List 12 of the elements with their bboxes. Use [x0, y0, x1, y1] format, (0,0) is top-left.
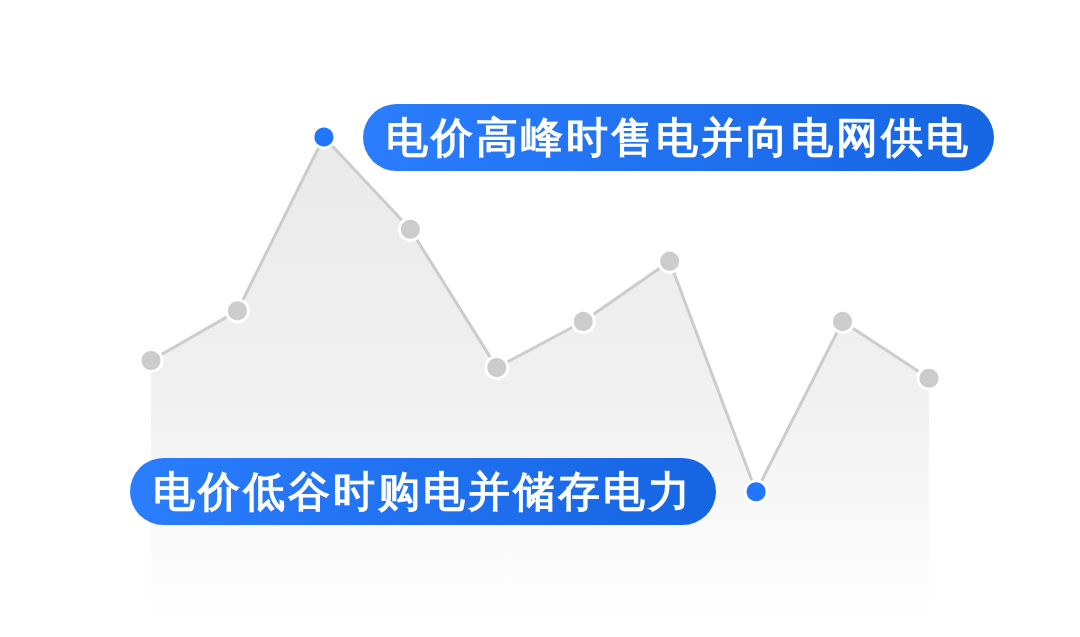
annotation: 电价低谷时购电并储存电力: [130, 458, 717, 526]
point: [830, 308, 856, 334]
point: [657, 248, 683, 274]
point: [743, 479, 769, 505]
annotation: 电价高峰时售电并向电网供电: [362, 103, 994, 171]
point: [397, 216, 423, 242]
point: [138, 348, 164, 373]
point: [484, 355, 510, 381]
point: [570, 308, 596, 334]
point: [916, 365, 942, 391]
point: [311, 124, 337, 150]
point: [224, 298, 250, 324]
